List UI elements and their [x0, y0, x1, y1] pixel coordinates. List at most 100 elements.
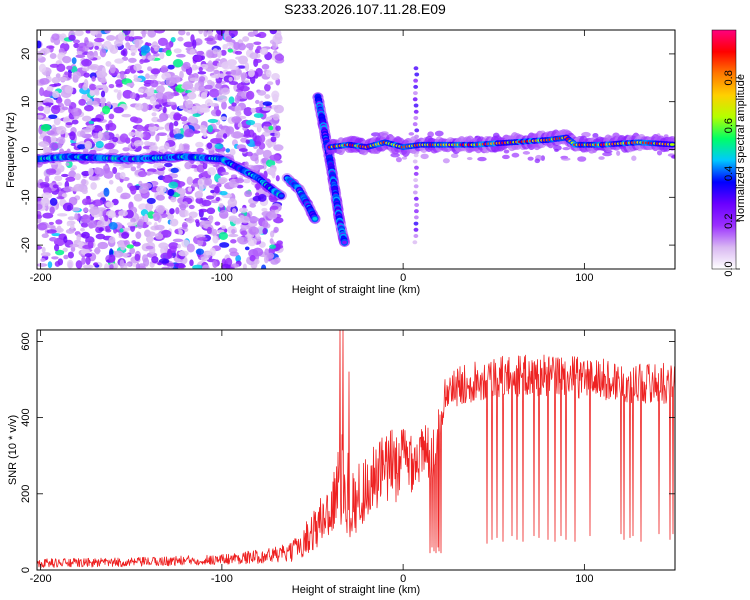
- spectrogram-speckle: [104, 143, 114, 150]
- spectrogram-speckle: [79, 130, 86, 137]
- spectrogram-speckle: [240, 72, 248, 80]
- spectrogram-speckle: [220, 49, 227, 56]
- spectrogram-speckle: [184, 161, 192, 170]
- spectrogram-speckle: [167, 189, 175, 197]
- spectrogram-speckle: [177, 264, 186, 269]
- spectrogram-speckle: [61, 193, 68, 198]
- colorbar-tick-label: 0.0: [723, 261, 735, 276]
- spectrogram-speckle: [103, 40, 112, 50]
- spectrogram-speckle: [47, 261, 53, 269]
- spectrogram-speckle: [55, 249, 65, 256]
- spectrogram-speckle: [231, 102, 237, 107]
- spectrogram-speckle: [40, 197, 50, 207]
- spectrogram-speckle: [160, 65, 168, 74]
- spectrogram-speckle: [201, 220, 212, 226]
- spectrogram-speckle: [84, 140, 93, 150]
- spectrogram-speckle: [107, 122, 117, 131]
- spectrogram-speckle: [49, 142, 59, 151]
- spectrogram-speckle: [192, 113, 201, 118]
- spectrogram-speckle: [252, 164, 264, 170]
- spectrogram-speckle: [105, 123, 110, 131]
- spectrogram-speckle: [80, 227, 85, 232]
- spectrogram-speckle: [189, 77, 200, 82]
- spectrogram-speckle: [262, 101, 273, 106]
- spectrogram-speckle: [235, 56, 244, 60]
- spectrogram-speckle: [631, 155, 637, 161]
- spectrogram-speckle: [193, 55, 202, 61]
- spectrogram-speckle: [49, 197, 58, 206]
- snr-panel: -200 -100 0 100 0 200 400 600 Height of straig…: [7, 329, 676, 596]
- snr-x-label: Height of straight line (km): [292, 584, 420, 596]
- spectrogram-speckle: [157, 205, 165, 215]
- spectrogram-speckle: [553, 144, 562, 151]
- spectrogram-speckle: [92, 41, 102, 47]
- y-tick-label: -20: [20, 237, 32, 253]
- spectrogram-speckle: [40, 184, 45, 189]
- spectrogram-speckle: [412, 97, 418, 102]
- spectrogram-speckle: [228, 96, 235, 104]
- spectrogram-speckle: [178, 30, 186, 36]
- spectrogram-speckle: [151, 112, 157, 117]
- spectrogram-speckle: [66, 221, 71, 227]
- spectrogram-speckle: [37, 100, 43, 107]
- spectrogram-speckle: [192, 39, 197, 49]
- spectrogram-speckle: [41, 192, 53, 199]
- spectrogram-speckle: [121, 113, 132, 118]
- spectrogram-speckle: [163, 91, 175, 100]
- spectrogram-speckle: [219, 191, 228, 196]
- spectrogram-speckle: [413, 171, 419, 176]
- spectrogram-speckle: [178, 143, 184, 153]
- spectrogram-speckle: [141, 54, 146, 60]
- spectrogram-speckle: [204, 99, 213, 107]
- spectrogram-speckle: [81, 58, 92, 67]
- spectrogram-speckle: [249, 42, 254, 48]
- spectrogram-speckle: [49, 52, 57, 59]
- spectrogram-speckle: [170, 37, 176, 43]
- spectrogram-speckle: [67, 71, 72, 78]
- spectrogram-speckle: [234, 105, 242, 114]
- spectrogram-speckle: [262, 163, 267, 170]
- spectrogram-speckle: [155, 194, 165, 201]
- spectrogram-speckle: [145, 245, 154, 250]
- spectrogram-speckle: [249, 52, 259, 60]
- spectrogram-speckle: [130, 52, 136, 56]
- spectrogram-speckle: [173, 48, 182, 54]
- spectrogram-speckle: [190, 87, 196, 93]
- spectrogram-speckle: [255, 99, 260, 104]
- snr-frame: [36, 329, 676, 571]
- spectrogram-speckle: [191, 105, 202, 111]
- spectrogram-speckle: [43, 102, 54, 106]
- spectrogram-speckle: [204, 177, 213, 186]
- spectrogram-speckle: [157, 261, 162, 266]
- spectrogram-speckle: [146, 231, 156, 237]
- spectrogram-speckle: [67, 251, 74, 259]
- spectrogram-speckle: [154, 224, 165, 231]
- colorbar-ticks: 0.0 0.2 0.4 0.6 0.8: [723, 70, 740, 277]
- spectrogram-speckle: [105, 210, 116, 219]
- spectrogram-speckle: [37, 114, 44, 119]
- spectrogram-speckle: [157, 132, 167, 136]
- spectrogram-speckle: [46, 168, 57, 176]
- spectrogram-speckle: [187, 187, 193, 192]
- spectrogram-speckle: [264, 94, 271, 99]
- spectrogram-speckle: [218, 124, 223, 129]
- spectrogram-speckle: [41, 246, 46, 253]
- spectrogram-speckle: [262, 227, 268, 235]
- spectrogram-speckle: [169, 208, 175, 215]
- spectrogram-speckle: [38, 141, 50, 148]
- spectrogram-speckle: [133, 193, 143, 202]
- spectrogram-speckle: [173, 112, 181, 121]
- spectrogram-speckle: [94, 90, 100, 96]
- spectrogram-speckle: [228, 30, 238, 38]
- spectrogram-speckle: [86, 98, 93, 107]
- spectrogram-speckle: [413, 178, 419, 183]
- spectrogram-speckle: [203, 30, 208, 38]
- spectrogram-speckle: [85, 195, 91, 200]
- spectrogram-speckle: [63, 236, 68, 243]
- spectrogram-speckle: [205, 195, 215, 200]
- spectrogram-speckle: [69, 131, 76, 141]
- spectrogram-speckle: [196, 164, 205, 173]
- spectrogram-speckle: [592, 132, 599, 138]
- spectrogram-speckle: [84, 253, 93, 258]
- spectrogram-speckle: [236, 236, 245, 243]
